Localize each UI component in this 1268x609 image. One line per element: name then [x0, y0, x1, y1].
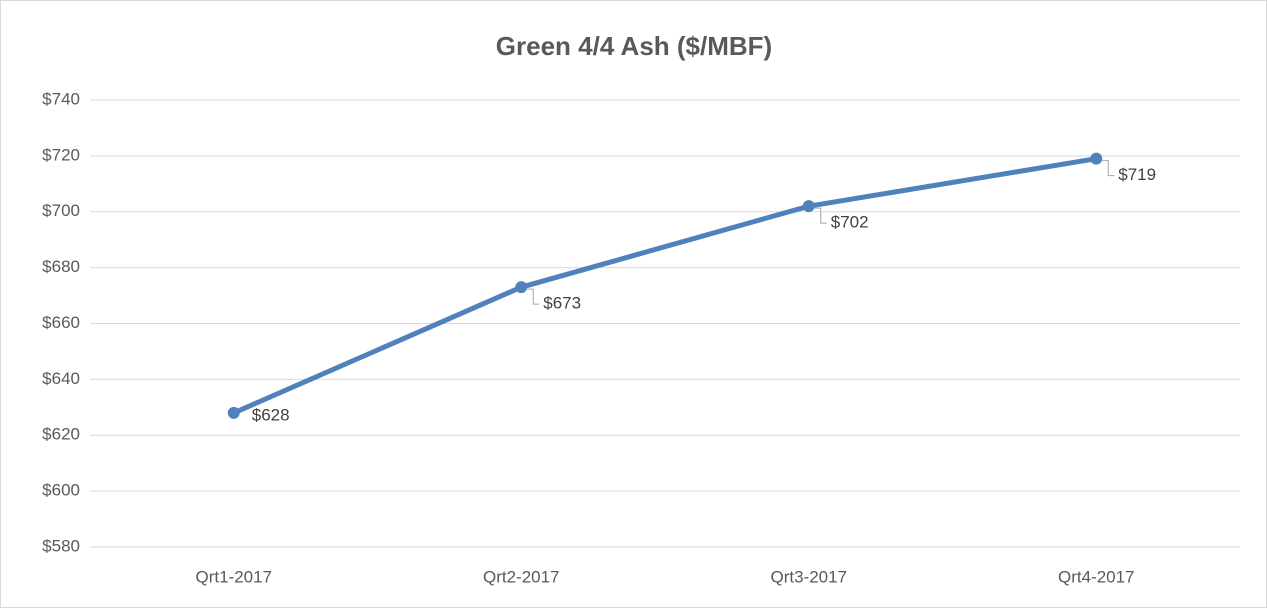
data-label: $628 — [252, 405, 290, 424]
data-marker — [515, 281, 528, 294]
data-line — [231, 156, 1099, 416]
leader-line — [814, 207, 827, 224]
data-marker — [1090, 152, 1103, 165]
x-tick-label: Qrt1-2017 — [195, 567, 272, 586]
chart-title: Green 4/4 Ash ($/MBF) — [496, 31, 772, 61]
leader-line — [1102, 160, 1115, 177]
y-tick-label: $620 — [42, 425, 80, 444]
y-tick-label: $680 — [42, 257, 80, 276]
y-tick-label: $740 — [42, 89, 80, 108]
data-marker — [227, 406, 240, 419]
y-tick-label: $660 — [42, 313, 80, 332]
data-label: $702 — [831, 213, 869, 232]
data-marker — [802, 200, 815, 213]
y-tick-label: $580 — [42, 536, 80, 555]
y-tick-label: $640 — [42, 369, 80, 388]
leader-line — [527, 288, 540, 305]
y-tick-label: $600 — [42, 481, 80, 500]
x-tick-label: Qrt2-2017 — [483, 567, 560, 586]
x-tick-label: Qrt4-2017 — [1058, 567, 1135, 586]
y-tick-label: $700 — [42, 201, 80, 220]
x-tick-label: Qrt3-2017 — [770, 567, 847, 586]
y-tick-label: $720 — [42, 145, 80, 164]
data-label: $719 — [1118, 165, 1156, 184]
data-label: $673 — [543, 294, 581, 313]
